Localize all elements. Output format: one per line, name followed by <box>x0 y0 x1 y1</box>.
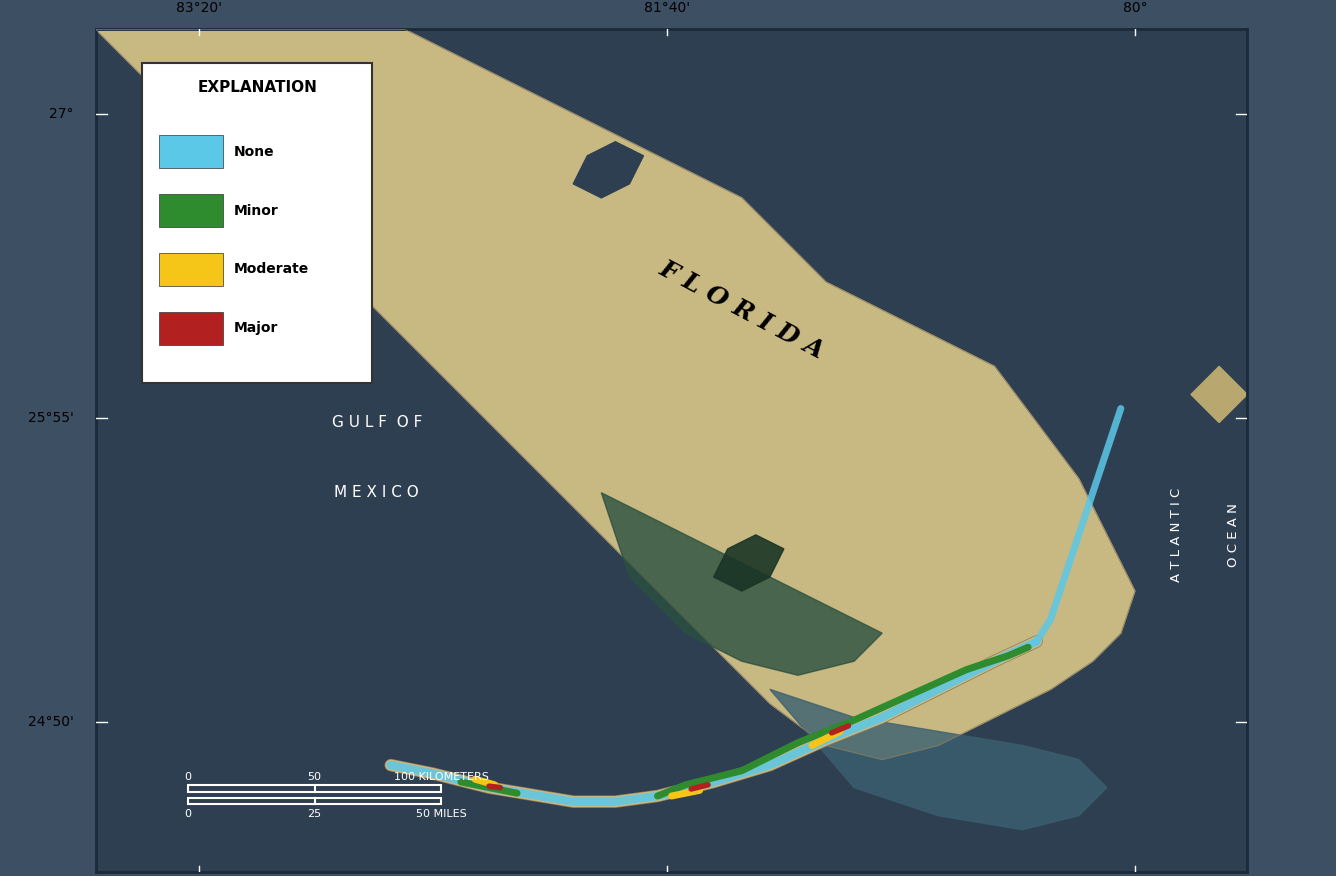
Text: 0: 0 <box>184 809 191 819</box>
Text: 0: 0 <box>184 772 191 781</box>
Bar <box>159 135 223 168</box>
Text: A T L A N T I C: A T L A N T I C <box>1170 488 1184 582</box>
FancyBboxPatch shape <box>142 63 373 383</box>
Polygon shape <box>96 30 1134 759</box>
Text: Moderate: Moderate <box>234 263 310 277</box>
Text: 81°40': 81°40' <box>644 2 689 16</box>
Polygon shape <box>1190 366 1248 422</box>
Text: G U L F  O F: G U L F O F <box>331 415 422 430</box>
Text: 25°55': 25°55' <box>28 411 73 425</box>
Text: O C E A N: O C E A N <box>1226 503 1240 567</box>
Text: 80°: 80° <box>1122 2 1148 16</box>
Text: 27°: 27° <box>49 107 73 121</box>
Polygon shape <box>573 142 644 198</box>
Polygon shape <box>713 535 784 591</box>
Bar <box>159 252 223 286</box>
Text: 50 MILES: 50 MILES <box>415 809 466 819</box>
Text: Minor: Minor <box>234 203 279 217</box>
Polygon shape <box>770 689 1106 830</box>
Text: 100 KILOMETERS: 100 KILOMETERS <box>394 772 489 781</box>
Bar <box>159 194 223 228</box>
Text: 83°20': 83°20' <box>176 2 222 16</box>
Text: 50: 50 <box>307 772 322 781</box>
Bar <box>188 798 441 804</box>
Text: M E X I C O: M E X I C O <box>334 485 420 500</box>
Polygon shape <box>601 492 882 675</box>
Text: F L O R I D A: F L O R I D A <box>655 257 828 364</box>
Text: None: None <box>234 145 275 159</box>
Text: Major: Major <box>234 321 278 336</box>
Bar <box>159 312 223 345</box>
Text: 24°50': 24°50' <box>28 715 73 729</box>
Text: EXPLANATION: EXPLANATION <box>198 80 317 95</box>
Text: 25: 25 <box>307 809 322 819</box>
Bar <box>188 785 441 792</box>
